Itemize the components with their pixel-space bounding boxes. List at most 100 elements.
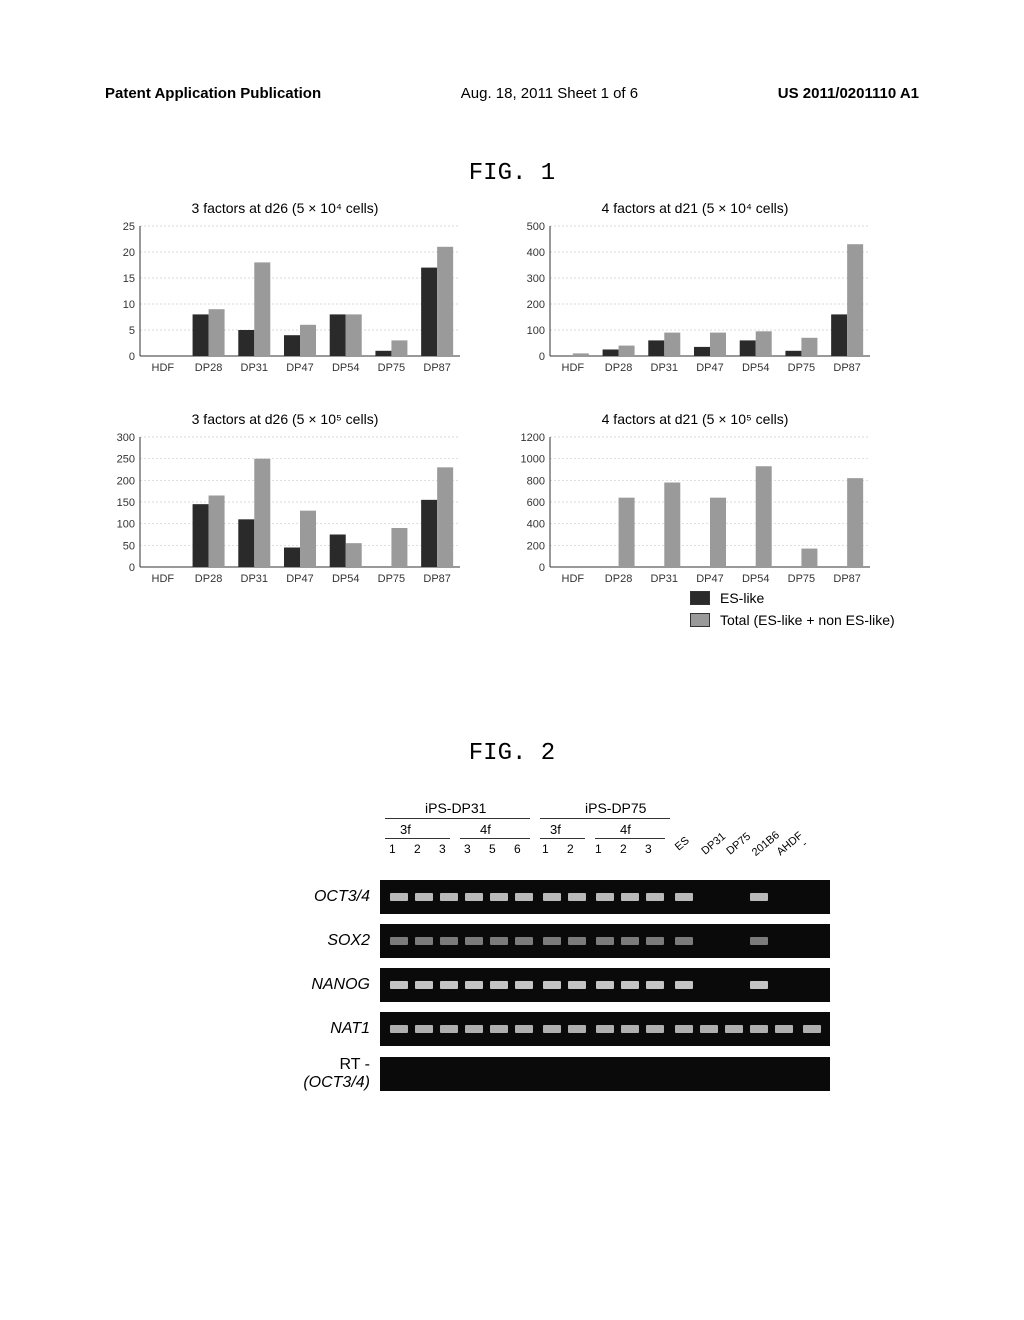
gel-band <box>465 1025 483 1033</box>
gel-label: OCT3/4 <box>280 888 370 906</box>
fig1-label: FIG. 1 <box>0 160 1024 187</box>
svg-text:200: 200 <box>117 475 135 487</box>
gel-band <box>568 981 586 989</box>
legend-es: ES-like <box>690 590 895 606</box>
gel-band <box>543 937 561 945</box>
gel-band <box>568 1025 586 1033</box>
gel-row: RT -(OCT3/4) <box>280 1056 840 1092</box>
svg-text:600: 600 <box>527 497 545 509</box>
gel-band <box>415 893 433 901</box>
gel-band <box>440 1025 458 1033</box>
gel-band <box>750 937 768 945</box>
svg-text:100: 100 <box>117 519 135 531</box>
gel-row: OCT3/4 <box>280 880 840 914</box>
gel-band <box>415 937 433 945</box>
chart-legend: ES-like Total (ES-like + non ES-like) <box>690 590 895 634</box>
gel-container: iPS-DP31iPS-DP753f4f3f4f12335612123ESDP3… <box>280 800 840 1102</box>
svg-text:DP28: DP28 <box>195 362 223 374</box>
gel-band <box>750 981 768 989</box>
svg-text:400: 400 <box>527 247 545 259</box>
svg-text:DP47: DP47 <box>696 362 724 374</box>
gel-band <box>465 893 483 901</box>
gel-label: NAT1 <box>280 1020 370 1038</box>
svg-text:DP31: DP31 <box>241 573 269 585</box>
gel-label: SOX2 <box>280 932 370 950</box>
gel-band <box>465 937 483 945</box>
charts-area: 3 factors at d26 (5 × 10⁴ cells) 0510152… <box>100 200 920 622</box>
gel-row: SOX2 <box>280 924 840 958</box>
svg-text:DP47: DP47 <box>696 573 724 585</box>
svg-text:DP87: DP87 <box>423 573 451 585</box>
gel-band <box>490 937 508 945</box>
chart-topright-title: 4 factors at d21 (5 × 10⁴ cells) <box>510 200 880 216</box>
svg-text:DP28: DP28 <box>605 362 633 374</box>
gel-band <box>646 937 664 945</box>
gel-band <box>415 1025 433 1033</box>
gel-rows: OCT3/4 SOX2 NANOG NAT1 RT -(OCT3/4) <box>280 880 840 1092</box>
gel-band <box>750 893 768 901</box>
gel-strip <box>380 880 830 914</box>
svg-text:DP47: DP47 <box>286 362 314 374</box>
chart-topleft-title: 3 factors at d26 (5 × 10⁴ cells) <box>100 200 470 216</box>
gel-band <box>675 1025 693 1033</box>
gel-row: NAT1 <box>280 1012 840 1046</box>
svg-text:DP31: DP31 <box>651 362 679 374</box>
chart-topleft: 3 factors at d26 (5 × 10⁴ cells) 0510152… <box>100 200 470 381</box>
gel-band <box>515 1025 533 1033</box>
gel-band <box>440 981 458 989</box>
gel-band <box>700 1025 718 1033</box>
svg-text:DP28: DP28 <box>195 573 223 585</box>
svg-text:DP75: DP75 <box>788 573 816 585</box>
gel-band <box>803 1025 821 1033</box>
svg-text:DP54: DP54 <box>332 573 360 585</box>
chart-topright: 4 factors at d21 (5 × 10⁴ cells) 0100200… <box>510 200 880 381</box>
gel-header: iPS-DP31iPS-DP753f4f3f4f12335612123ESDP3… <box>280 800 840 880</box>
svg-text:0: 0 <box>129 562 135 574</box>
gel-band <box>515 981 533 989</box>
chart-botleft-title: 3 factors at d26 (5 × 10⁵ cells) <box>100 411 470 427</box>
gel-band <box>621 1025 639 1033</box>
svg-text:HDF: HDF <box>562 362 585 374</box>
svg-text:800: 800 <box>527 475 545 487</box>
svg-text:10: 10 <box>123 299 135 311</box>
gel-band <box>490 981 508 989</box>
header-left: Patent Application Publication <box>105 85 321 102</box>
gel-band <box>775 1025 793 1033</box>
gel-strip <box>380 968 830 1002</box>
chart-botright: 4 factors at d21 (5 × 10⁵ cells) 0200400… <box>510 411 880 592</box>
svg-text:20: 20 <box>123 247 135 259</box>
gel-band <box>390 937 408 945</box>
svg-text:DP47: DP47 <box>286 573 314 585</box>
svg-text:300: 300 <box>527 273 545 285</box>
chart-botright-svg: 020040060080010001200HDFDP28DP31DP47DP54… <box>510 432 880 592</box>
svg-text:DP54: DP54 <box>742 573 770 585</box>
svg-text:DP87: DP87 <box>423 362 451 374</box>
gel-band <box>440 893 458 901</box>
gel-band <box>750 1025 768 1033</box>
legend-es-swatch <box>690 591 710 605</box>
legend-total: Total (ES-like + non ES-like) <box>690 612 895 628</box>
svg-text:25: 25 <box>123 221 135 233</box>
svg-text:100: 100 <box>527 325 545 337</box>
gel-band <box>725 1025 743 1033</box>
gel-band <box>390 981 408 989</box>
svg-text:DP31: DP31 <box>241 362 269 374</box>
svg-text:300: 300 <box>117 432 135 444</box>
gel-band <box>675 937 693 945</box>
header-right: US 2011/0201110 A1 <box>778 85 919 102</box>
svg-text:400: 400 <box>527 519 545 531</box>
gel-band <box>646 981 664 989</box>
gel-band <box>675 981 693 989</box>
fig2-area: FIG. 2 iPS-DP31iPS-DP753f4f3f4f123356121… <box>0 740 1024 767</box>
legend-es-label: ES-like <box>720 590 764 606</box>
svg-text:5: 5 <box>129 325 135 337</box>
gel-band <box>543 981 561 989</box>
svg-text:DP75: DP75 <box>378 362 406 374</box>
svg-text:500: 500 <box>527 221 545 233</box>
gel-label: NANOG <box>280 976 370 994</box>
gel-band <box>515 893 533 901</box>
gel-band <box>390 1025 408 1033</box>
fig2-label: FIG. 2 <box>0 740 1024 767</box>
svg-text:DP54: DP54 <box>332 362 360 374</box>
gel-band <box>490 893 508 901</box>
